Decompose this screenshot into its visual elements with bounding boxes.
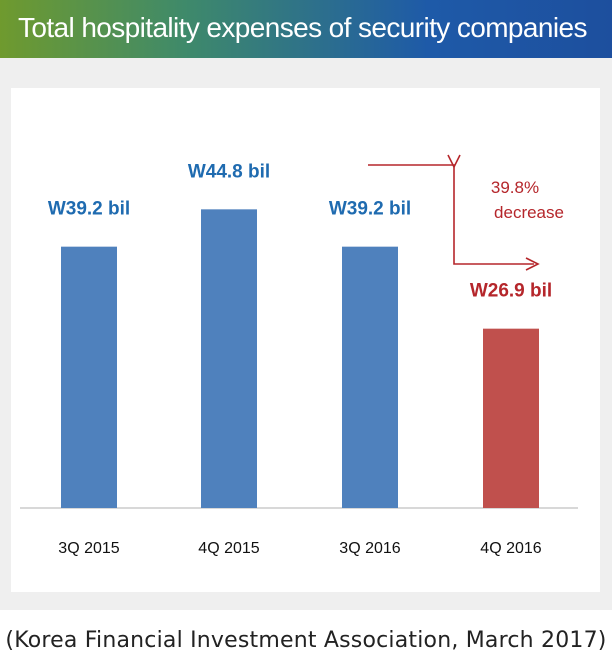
decrease-percent-label: 39.8% bbox=[491, 178, 539, 197]
bar-4q-2016 bbox=[483, 328, 539, 508]
data-label: W39.2 bil bbox=[329, 199, 411, 220]
category-tick-label: 4Q 2015 bbox=[198, 540, 259, 557]
decrease-arrow-line bbox=[368, 164, 534, 265]
decrease-arrow-head-end bbox=[525, 257, 540, 271]
data-label: W39.2 bil bbox=[48, 199, 130, 220]
bar-3q-2015 bbox=[61, 246, 117, 508]
chart-title: Total hospitality expenses of security c… bbox=[18, 12, 587, 43]
data-label: W26.9 bil bbox=[470, 281, 552, 302]
source-footer: (Korea Financial Investment Association,… bbox=[0, 610, 612, 672]
category-tick-label: 4Q 2016 bbox=[480, 540, 541, 557]
bar-4q-2015 bbox=[201, 209, 257, 509]
category-tick-label: 3Q 2016 bbox=[339, 540, 400, 557]
decrease-annotation: 39.8% decrease bbox=[368, 154, 564, 271]
bar-chart: W39.2 bil 3Q 2015 W44.8 bil 4Q 2015 W39.2 bi… bbox=[20, 154, 578, 557]
decrease-arrow-head-top bbox=[447, 154, 461, 169]
bars-group: W39.2 bil 3Q 2015 W44.8 bil 4Q 2015 W39.2 bi… bbox=[48, 161, 552, 557]
bar-3q-2016 bbox=[342, 246, 398, 508]
source-note: (Korea Financial Investment Association,… bbox=[5, 628, 607, 653]
data-label: W44.8 bil bbox=[188, 161, 270, 182]
title-bar: Total hospitality expenses of security c… bbox=[0, 0, 612, 58]
decrease-word-label: decrease bbox=[494, 203, 564, 222]
category-tick-label: 3Q 2015 bbox=[58, 540, 119, 557]
